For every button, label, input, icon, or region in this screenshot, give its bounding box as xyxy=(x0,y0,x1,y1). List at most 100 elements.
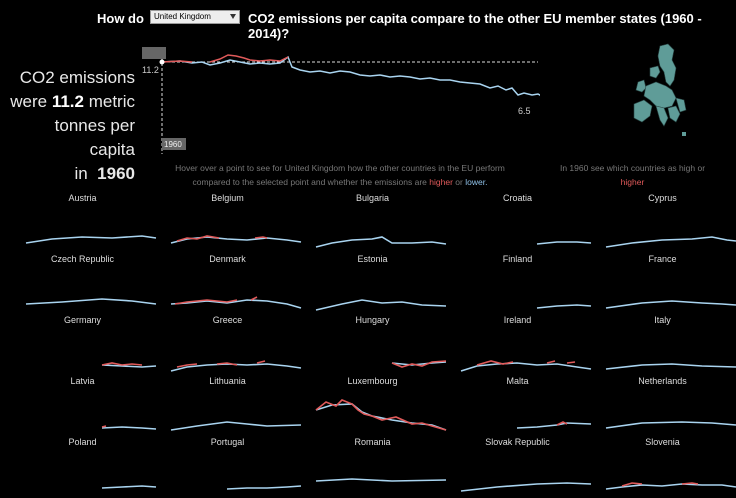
country-cell[interactable]: Latvia xyxy=(10,376,157,437)
header-prefix: How do xyxy=(97,11,144,26)
country-sparkline[interactable] xyxy=(457,329,597,375)
country-sparkline[interactable] xyxy=(167,268,307,314)
sparkline-higher xyxy=(391,360,447,368)
higher-legend: higher xyxy=(429,177,453,187)
country-cell[interactable]: Hungary xyxy=(300,315,447,376)
country-cell[interactable]: Greece xyxy=(155,315,302,376)
country-name: Croatia xyxy=(502,193,532,203)
country-cell[interactable]: Portugal xyxy=(155,437,302,498)
country-name: Germany xyxy=(63,315,101,325)
country-sparkline[interactable] xyxy=(602,390,736,436)
country-name: Slovenia xyxy=(645,437,680,447)
sparkline-lower xyxy=(25,235,157,244)
uk-line-higher xyxy=(161,54,289,63)
country-cell[interactable]: France xyxy=(590,254,736,315)
country-sparkline[interactable] xyxy=(312,390,452,436)
sparkline-higher xyxy=(101,362,143,366)
country-name: Estonia xyxy=(357,254,388,264)
country-sparkline[interactable] xyxy=(167,329,307,375)
callout-value: 11.2 xyxy=(51,92,84,111)
country-dropdown[interactable]: United Kingdom xyxy=(150,10,240,24)
country-cell[interactable]: Denmark xyxy=(155,254,302,315)
country-name: Latvia xyxy=(70,376,95,386)
country-cell[interactable]: Slovak Republic xyxy=(445,437,592,498)
country-name: Finland xyxy=(502,254,533,264)
country-sparkline[interactable] xyxy=(167,207,307,253)
country-sparkline[interactable] xyxy=(312,451,452,497)
country-sparkline[interactable] xyxy=(167,390,307,436)
country-sparkline[interactable] xyxy=(457,390,597,436)
country-name: Netherlands xyxy=(638,376,687,386)
sparkline-lower xyxy=(170,299,302,309)
callout-year: 1960 xyxy=(97,164,135,183)
country-cell[interactable]: Malta xyxy=(445,376,592,437)
header-title: CO2 emissions per capita compare to the … xyxy=(248,11,702,41)
sparkline-higher xyxy=(315,399,447,431)
country-sparkline[interactable] xyxy=(602,329,736,375)
country-sparkline[interactable] xyxy=(22,268,162,314)
callout-line1: CO2 emissions xyxy=(19,68,135,87)
country-name: Poland xyxy=(68,437,97,447)
country-cell[interactable]: Bulgaria xyxy=(300,193,447,254)
sparkline-lower xyxy=(516,422,592,429)
country-sparkline[interactable] xyxy=(312,268,452,314)
sparkline-lower xyxy=(315,478,447,482)
chevron-down-icon[interactable] xyxy=(230,14,236,19)
country-cell[interactable]: Slovenia xyxy=(590,437,736,498)
sparkline-lower xyxy=(25,298,157,305)
start-value-box xyxy=(142,47,166,59)
country-cell[interactable]: Romania xyxy=(300,437,447,498)
country-cell[interactable]: Poland xyxy=(10,437,157,498)
country-name: Hungary xyxy=(355,315,390,325)
country-dropdown-value: United Kingdom xyxy=(154,12,211,21)
header: How do United Kingdom CO2 emissions per … xyxy=(0,10,736,41)
sparkline-lower xyxy=(605,300,736,309)
sparkline-lower xyxy=(170,421,302,431)
callout-line4: in 1960 xyxy=(74,164,135,183)
country-sparkline[interactable] xyxy=(602,207,736,253)
uk-main-chart[interactable]: 1960 11.2 6.5 xyxy=(140,42,540,157)
country-sparkline[interactable] xyxy=(22,390,162,436)
selected-point xyxy=(159,59,165,65)
country-cell[interactable]: Czech Republic xyxy=(10,254,157,315)
country-name: Denmark xyxy=(209,254,246,264)
country-name: Bulgaria xyxy=(355,193,390,203)
country-name: Portugal xyxy=(210,437,245,447)
map-higher-legend: higher xyxy=(620,177,645,187)
country-name: Lithuania xyxy=(209,376,246,386)
country-sparkline[interactable] xyxy=(457,451,597,497)
country-sparkline[interactable] xyxy=(602,268,736,314)
country-sparkline[interactable] xyxy=(457,268,597,314)
year-marker-box xyxy=(162,138,186,150)
eu-map[interactable] xyxy=(630,42,690,140)
country-cell[interactable]: Luxembourg xyxy=(300,376,447,437)
country-cell[interactable]: Netherlands xyxy=(590,376,736,437)
country-cell[interactable]: Ireland xyxy=(445,315,592,376)
country-sparkline[interactable] xyxy=(312,329,452,375)
country-cell[interactable]: Estonia xyxy=(300,254,447,315)
sparkline-higher xyxy=(176,360,266,368)
sparkline-lower xyxy=(101,485,157,489)
country-cell[interactable]: Cyprus xyxy=(590,193,736,254)
country-sparkline[interactable] xyxy=(312,207,452,253)
sparkline-higher xyxy=(556,421,568,426)
country-name: Greece xyxy=(212,315,243,325)
emissions-callout: CO2 emissions were 11.2 metric tonnes pe… xyxy=(10,66,135,186)
country-sparkline[interactable] xyxy=(22,207,162,253)
country-cell[interactable]: Croatia xyxy=(445,193,592,254)
country-sparkline[interactable] xyxy=(602,451,736,497)
country-cell[interactable]: Lithuania xyxy=(155,376,302,437)
country-cell[interactable]: Finland xyxy=(445,254,592,315)
sparkline-lower xyxy=(460,362,592,372)
country-sparkline[interactable] xyxy=(22,451,162,497)
country-cell[interactable]: Italy xyxy=(590,315,736,376)
country-sparkline[interactable] xyxy=(22,329,162,375)
country-name: Austria xyxy=(68,193,97,203)
sparkline-lower xyxy=(605,363,736,370)
country-sparkline[interactable] xyxy=(457,207,597,253)
year-marker-label: 1960 xyxy=(164,140,182,149)
country-cell[interactable]: Austria xyxy=(10,193,157,254)
country-sparkline[interactable] xyxy=(167,451,307,497)
country-cell[interactable]: Germany xyxy=(10,315,157,376)
country-cell[interactable]: Belgium xyxy=(155,193,302,254)
